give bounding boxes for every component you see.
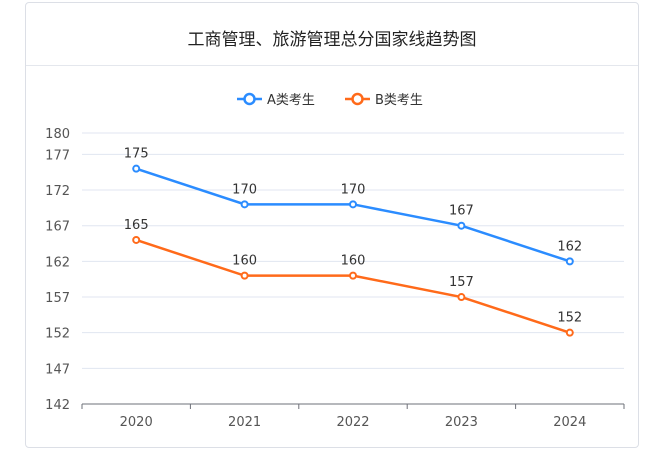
x-tick-label: 2021 [228, 415, 261, 430]
y-tick-label: 142 [45, 398, 70, 413]
chart-title: 工商管理、旅游管理总分国家线趋势图 [187, 30, 477, 50]
y-tick-label: 177 [45, 148, 70, 163]
data-label: 160 [232, 254, 257, 269]
data-point [132, 164, 141, 173]
data-point [457, 293, 466, 302]
data-label: 152 [557, 311, 582, 326]
legend-label-2: B类考生 [375, 93, 423, 108]
data-point [132, 235, 141, 244]
data-point [240, 271, 249, 280]
chart-card: 工商管理、旅游管理总分国家线趋势图 [25, 2, 639, 448]
data-point [565, 328, 574, 337]
data-label: 170 [232, 182, 257, 197]
data-point [349, 271, 357, 280]
y-tick-label: 152 [45, 327, 70, 342]
data-label: 160 [341, 254, 366, 269]
y-tick-label: 167 [45, 220, 70, 235]
data-label: 167 [449, 204, 474, 219]
data-label: 170 [341, 182, 366, 197]
x-tick-label: 2024 [553, 415, 586, 430]
data-point [457, 221, 466, 230]
legend-label-1: A类考生 [267, 93, 315, 108]
x-tick-label: 2022 [336, 415, 369, 430]
x-tick-label: 2020 [120, 415, 153, 430]
header-divider [26, 65, 638, 66]
y-tick-label: 172 [45, 184, 70, 199]
legend-marker-2 [351, 92, 364, 106]
data-point [349, 200, 357, 209]
data-label: 165 [124, 218, 149, 233]
y-tick-label: 157 [45, 291, 70, 306]
y-tick-label: 147 [45, 362, 70, 377]
x-tick-label: 2023 [445, 415, 478, 430]
data-label: 157 [449, 275, 474, 290]
data-point [240, 200, 249, 209]
y-tick-label: 180 [45, 127, 70, 142]
legend-marker-1 [243, 92, 256, 106]
data-point [565, 257, 574, 266]
y-tick-label: 162 [45, 255, 70, 270]
data-label: 175 [124, 147, 149, 162]
data-label: 162 [557, 239, 582, 254]
